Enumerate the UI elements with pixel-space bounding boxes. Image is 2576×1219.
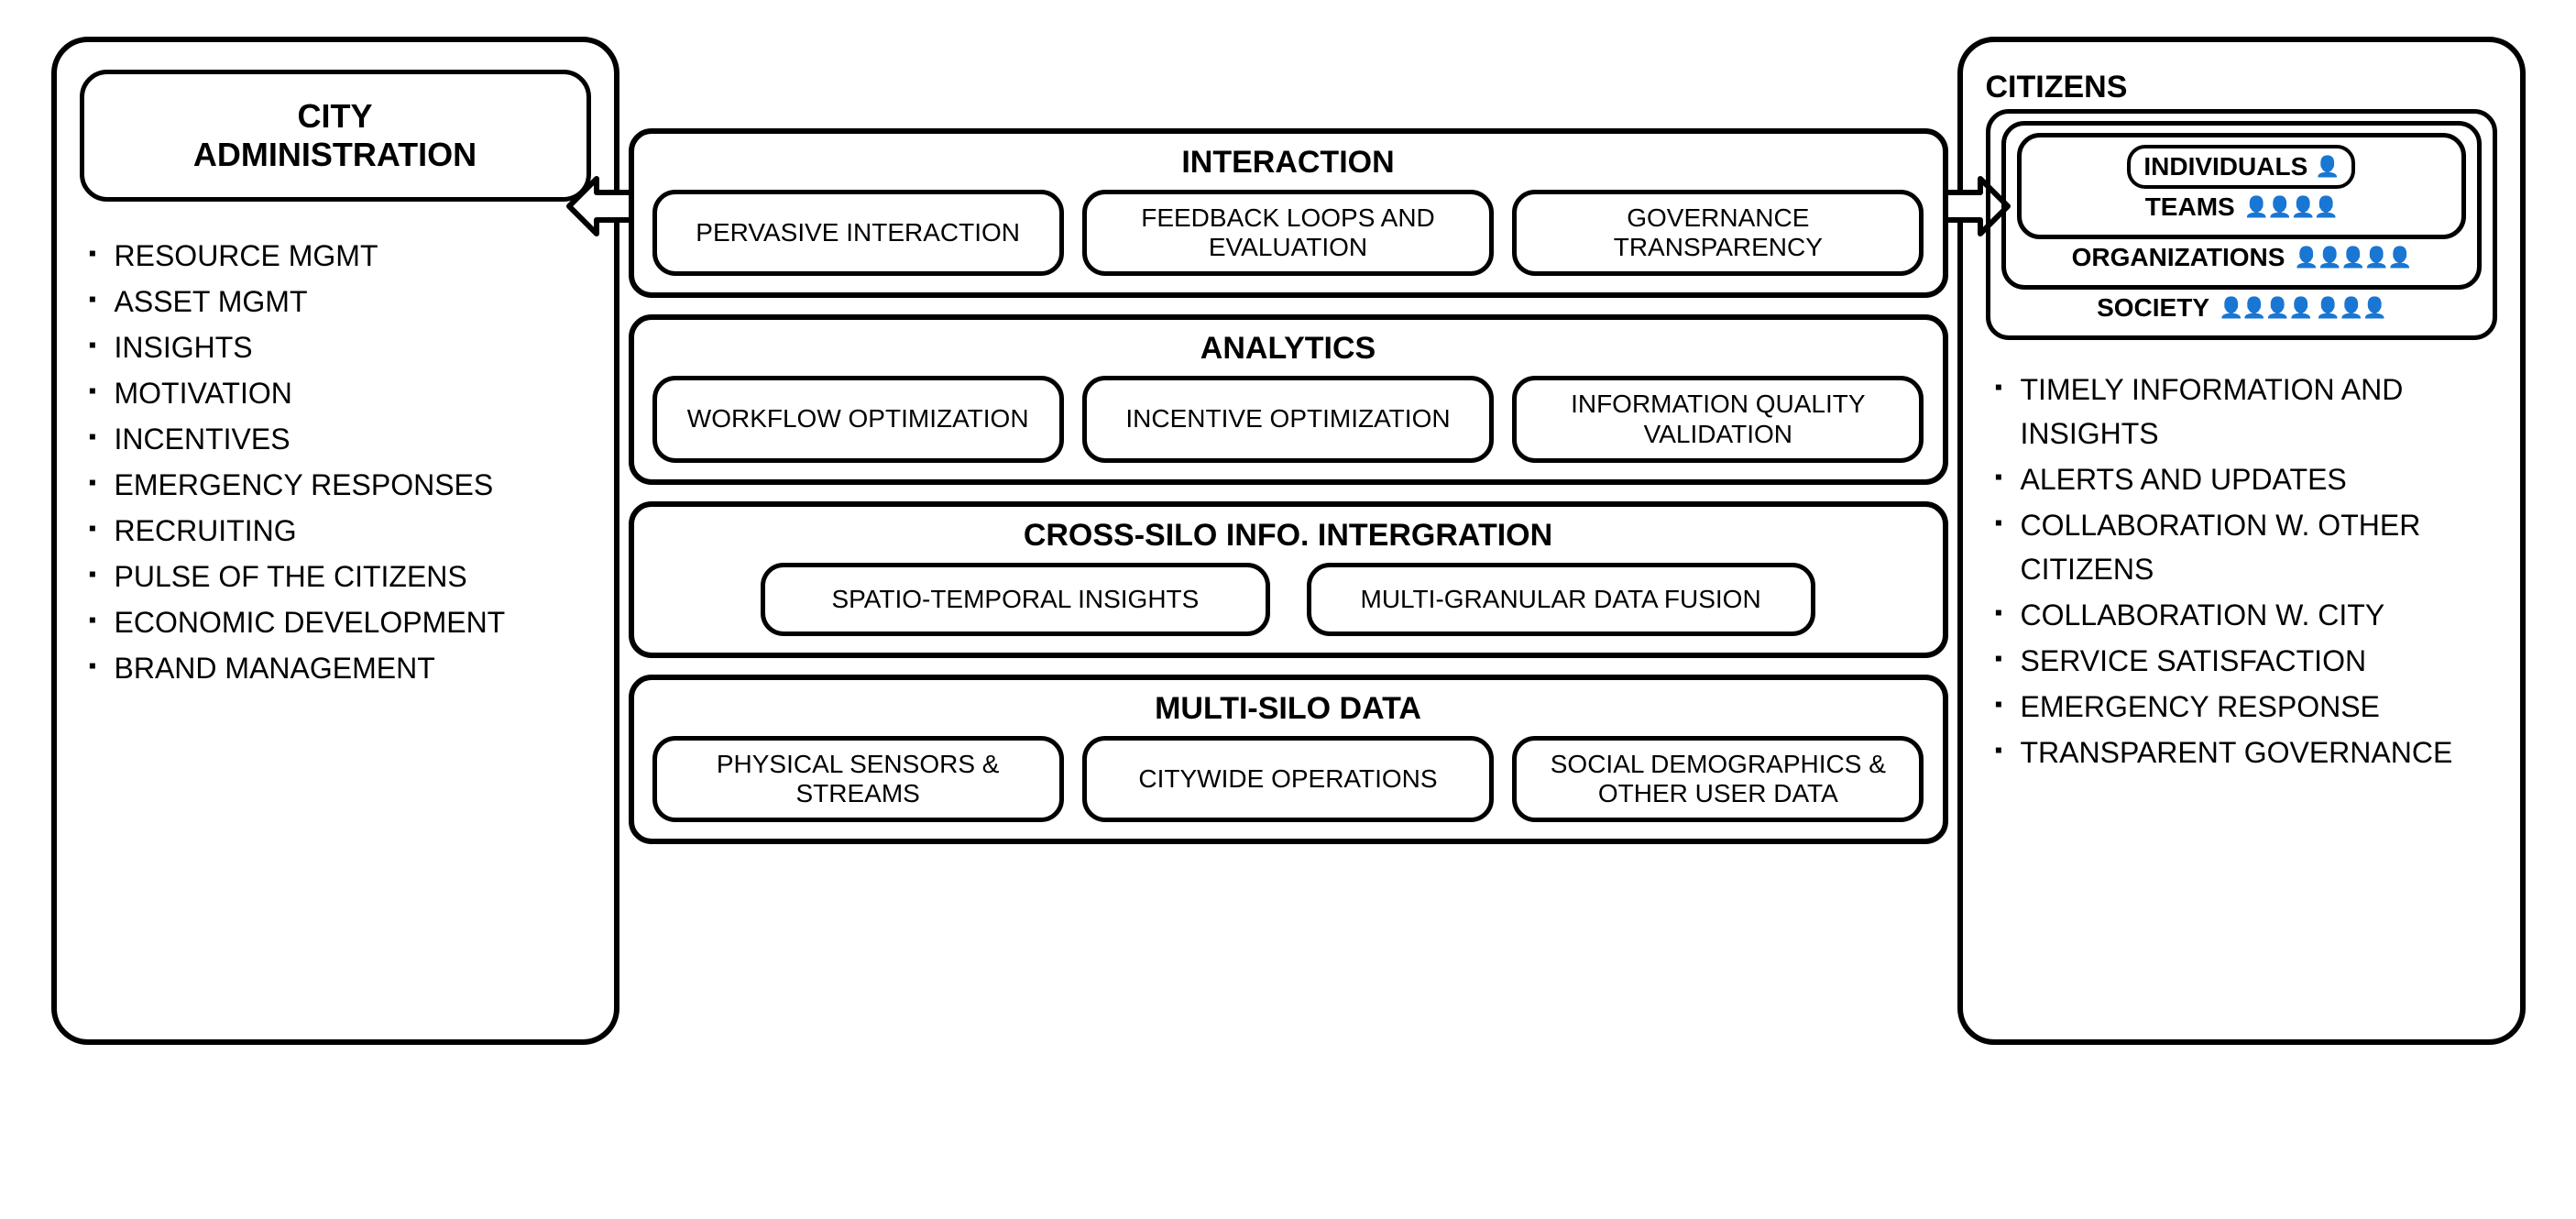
pill: INFORMATION QUALITY VALIDATION <box>1512 376 1924 462</box>
pill: MULTI-GRANULAR DATA FUSION <box>1307 563 1815 636</box>
layer-title: MULTI-SILO DATA <box>652 691 1924 727</box>
pill: INCENTIVE OPTIMIZATION <box>1082 376 1494 462</box>
layer-cross-silo: CROSS-SILO INFO. INTERGRATION SPATIO-TEM… <box>629 501 1948 658</box>
stack-outer: INTERACTION PERVASIVE INTERACTION FEEDBA… <box>629 128 1948 844</box>
nest-society: INDIVIDUALS 👤 TEAMS 👤👤👤👤 ORGANIZATIONS 👤… <box>1986 109 2497 340</box>
pill: CITYWIDE OPERATIONS <box>1082 736 1494 822</box>
city-admin-bullets: RESOURCE MGMT ASSET MGMT INSIGHTS MOTIVA… <box>80 234 591 690</box>
layer-multi-silo: MULTI-SILO DATA PHYSICAL SENSORS & STREA… <box>629 675 1948 844</box>
list-item: RESOURCE MGMT <box>89 234 591 278</box>
list-item: ECONOMIC DEVELOPMENT <box>89 600 591 644</box>
people-icon: 👤👤👤👤 <box>2244 195 2338 219</box>
list-item: SERVICE SATISFACTION <box>1995 639 2497 683</box>
nest-individuals: INDIVIDUALS 👤 <box>2127 145 2354 189</box>
nest-organizations: INDIVIDUALS 👤 TEAMS 👤👤👤👤 ORGANIZATIONS 👤… <box>2001 121 2482 290</box>
layer-stack: INTERACTION PERVASIVE INTERACTION FEEDBA… <box>629 128 1948 844</box>
list-item: ASSET MGMT <box>89 280 591 324</box>
people-icon: 👤👤👤👤 👤👤👤 <box>2219 296 2385 320</box>
list-item: RECRUITING <box>89 509 591 553</box>
organizations-row: ORGANIZATIONS 👤👤👤👤👤 <box>2017 239 2466 276</box>
center-stack-column: INTERACTION PERVASIVE INTERACTION FEEDBA… <box>619 128 1957 844</box>
city-admin-title-box: CITY ADMINISTRATION <box>80 70 591 202</box>
pill: PHYSICAL SENSORS & STREAMS <box>652 736 1064 822</box>
pill: GOVERNANCE TRANSPARENCY <box>1512 190 1924 276</box>
list-item: INCENTIVES <box>89 417 591 461</box>
list-item: EMERGENCY RESPONSES <box>89 463 591 507</box>
list-item: INSIGHTS <box>89 325 591 369</box>
layer-items: SPATIO-TEMPORAL INSIGHTS MULTI-GRANULAR … <box>652 563 1924 636</box>
organizations-label: ORGANIZATIONS <box>2072 243 2286 272</box>
people-icon: 👤👤👤👤👤 <box>2294 246 2410 269</box>
citizens-panel: CITIZENS INDIVIDUALS 👤 TEAMS 👤👤👤👤 <box>1957 37 2526 1045</box>
list-item: MOTIVATION <box>89 371 591 415</box>
list-item: COLLABORATION W. CITY <box>1995 593 2497 637</box>
nest-teams: INDIVIDUALS 👤 TEAMS 👤👤👤👤 <box>2017 133 2466 239</box>
pill: SOCIAL DEMOGRAPHICS & OTHER USER DATA <box>1512 736 1924 822</box>
society-label: SOCIETY <box>2097 293 2209 323</box>
layer-analytics: ANALYTICS WORKFLOW OPTIMIZATION INCENTIV… <box>629 314 1948 484</box>
layer-items: WORKFLOW OPTIMIZATION INCENTIVE OPTIMIZA… <box>652 376 1924 462</box>
layer-title: ANALYTICS <box>652 331 1924 367</box>
person-icon: 👤 <box>2315 155 2338 179</box>
society-row: SOCIETY 👤👤👤👤 👤👤👤 <box>2001 290 2482 326</box>
pill: WORKFLOW OPTIMIZATION <box>652 376 1064 462</box>
individuals-label: INDIVIDUALS <box>2143 152 2307 181</box>
citizens-nest: CITIZENS INDIVIDUALS 👤 TEAMS 👤👤👤👤 <box>1986 70 2497 340</box>
pill: FEEDBACK LOOPS AND EVALUATION <box>1082 190 1494 276</box>
pill: PERVASIVE INTERACTION <box>652 190 1064 276</box>
citizens-title: CITIZENS <box>1986 70 2497 105</box>
teams-row: TEAMS 👤👤👤👤 <box>2033 189 2450 225</box>
smart-city-diagram: CITY ADMINISTRATION RESOURCE MGMT ASSET … <box>51 37 2526 1045</box>
layer-items: PERVASIVE INTERACTION FEEDBACK LOOPS AND… <box>652 190 1924 276</box>
list-item: EMERGENCY RESPONSE <box>1995 685 2497 729</box>
pill: SPATIO-TEMPORAL INSIGHTS <box>761 563 1269 636</box>
citizens-bullets: TIMELY INFORMATION AND INSIGHTS ALERTS A… <box>1986 368 2497 774</box>
teams-label: TEAMS <box>2145 192 2235 222</box>
list-item: TIMELY INFORMATION AND INSIGHTS <box>1995 368 2497 456</box>
layer-title: CROSS-SILO INFO. INTERGRATION <box>652 518 1924 554</box>
layer-interaction: INTERACTION PERVASIVE INTERACTION FEEDBA… <box>629 128 1948 298</box>
list-item: BRAND MANAGEMENT <box>89 646 591 690</box>
city-administration-panel: CITY ADMINISTRATION RESOURCE MGMT ASSET … <box>51 37 619 1045</box>
list-item: ALERTS AND UPDATES <box>1995 457 2497 501</box>
list-item: TRANSPARENT GOVERNANCE <box>1995 730 2497 774</box>
layer-items: PHYSICAL SENSORS & STREAMS CITYWIDE OPER… <box>652 736 1924 822</box>
city-admin-title-1: CITY <box>103 97 568 136</box>
list-item: PULSE OF THE CITIZENS <box>89 555 591 599</box>
list-item: COLLABORATION W. OTHER CITIZENS <box>1995 503 2497 591</box>
layer-title: INTERACTION <box>652 145 1924 181</box>
city-admin-title-2: ADMINISTRATION <box>103 136 568 174</box>
